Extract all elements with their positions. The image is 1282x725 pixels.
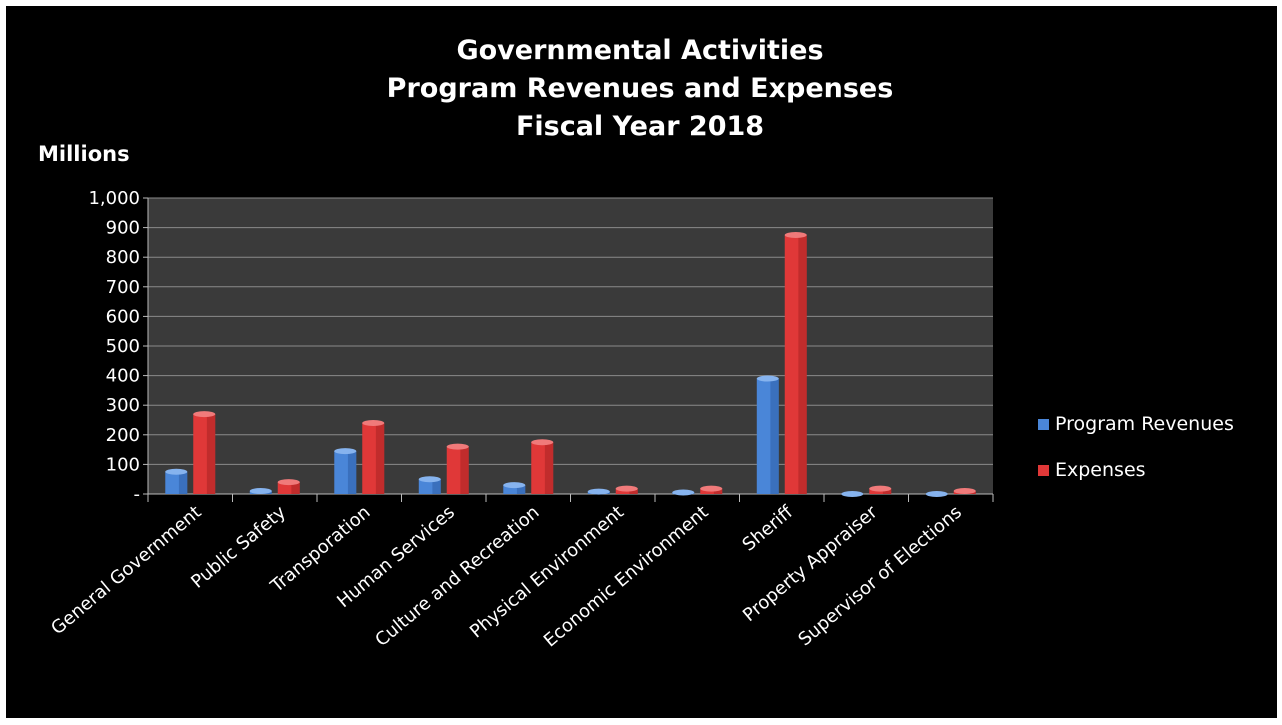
legend-swatch-program-revenues bbox=[1038, 418, 1049, 430]
bar-expenses-economic-environment bbox=[700, 485, 723, 494]
y-tick-label: 200 bbox=[106, 425, 140, 446]
y-tick-label: 500 bbox=[106, 336, 140, 357]
y-tick-label: 600 bbox=[106, 306, 140, 327]
y-tick-label: 300 bbox=[106, 395, 140, 416]
x-category-label: Physical Environment bbox=[466, 502, 628, 643]
y-tick-label: 400 bbox=[106, 366, 140, 387]
title-line-2: Program Revenues and Expenses bbox=[386, 73, 894, 104]
bar-program-revenues-human-services bbox=[418, 476, 441, 494]
y-tick-label: - bbox=[134, 484, 141, 505]
title-line-1: Governmental Activities bbox=[456, 35, 824, 66]
chart-title: Governmental Activities Program Revenues… bbox=[300, 32, 980, 146]
legend-label-program-revenues: Program Revenues bbox=[1055, 413, 1234, 435]
bar-expenses-physical-environment bbox=[615, 485, 638, 494]
bar-expenses-property-appraiser bbox=[869, 485, 892, 494]
y-tick-label: 1,000 bbox=[88, 188, 140, 209]
legend-item-program-revenues: Program Revenues bbox=[1038, 412, 1234, 436]
bar-program-revenues-culture-and-recreation bbox=[503, 482, 526, 494]
title-line-3: Fiscal Year 2018 bbox=[515, 111, 765, 142]
bar-expenses-general-government bbox=[193, 411, 216, 494]
bar-program-revenues-general-government bbox=[165, 468, 188, 494]
legend-label-expenses: Expenses bbox=[1055, 459, 1146, 481]
x-category-label: Economic Environment bbox=[540, 502, 713, 652]
y-axis-unit-label: Millions bbox=[38, 142, 130, 166]
x-category-label: Culture and Recreation bbox=[371, 502, 543, 651]
legend-swatch-expenses bbox=[1038, 464, 1049, 476]
x-category-label: Sheriff bbox=[738, 501, 797, 555]
bar-program-revenues-property-appraiser bbox=[841, 491, 864, 497]
y-tick-label: 900 bbox=[106, 218, 140, 239]
y-tick-label: 700 bbox=[106, 277, 140, 298]
bar-expenses-culture-and-recreation bbox=[531, 439, 554, 494]
legend-item-expenses: Expenses bbox=[1038, 458, 1234, 482]
bar-expenses-human-services bbox=[446, 443, 469, 494]
bar-expenses-public-safety bbox=[277, 479, 300, 494]
bar-expenses-supervisor-of-elections bbox=[953, 488, 976, 495]
y-tick-label: 100 bbox=[106, 454, 140, 475]
bar-program-revenues-public-safety bbox=[249, 488, 272, 495]
bar-expenses-sheriff bbox=[784, 232, 807, 494]
legend: Program Revenues Expenses bbox=[1038, 412, 1234, 504]
bar-expenses-transporation bbox=[362, 419, 385, 494]
bar-program-revenues-transporation bbox=[334, 448, 357, 494]
bar-program-revenues-physical-environment bbox=[587, 488, 610, 495]
bar-program-revenues-economic-environment bbox=[672, 489, 695, 496]
y-tick-label: 800 bbox=[106, 247, 140, 268]
x-category-label: General Government bbox=[47, 502, 205, 640]
bar-program-revenues-supervisor-of-elections bbox=[925, 491, 948, 497]
x-category-label: Supervisor of Elections bbox=[795, 502, 966, 651]
bar-program-revenues-sheriff bbox=[756, 375, 779, 494]
